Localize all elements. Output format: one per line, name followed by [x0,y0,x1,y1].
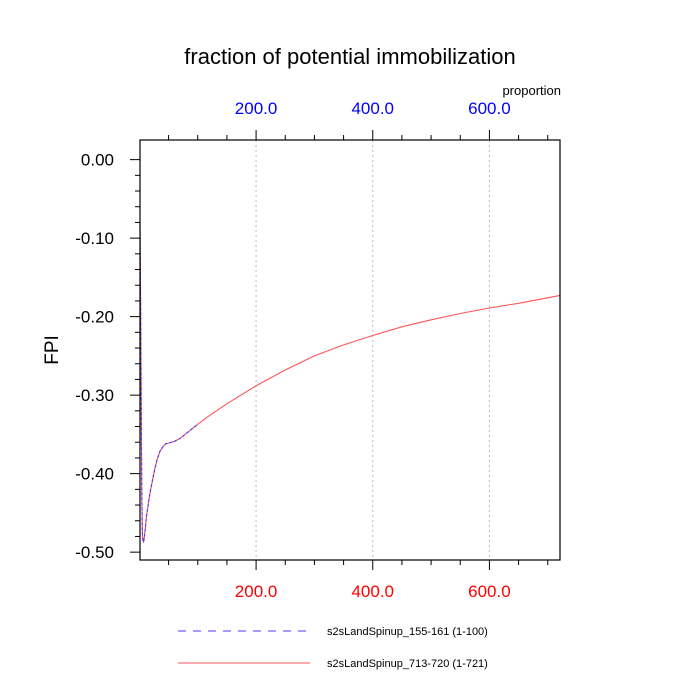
y-tick-label: 0.00 [81,151,114,170]
y-tick-label: -0.30 [75,386,114,405]
plot-frame [139,139,561,561]
x-tick-label-bottom: 600.0 [468,582,511,601]
x-tick-label-bottom: 400.0 [351,582,394,601]
legend-label: s2sLandSpinup_713-720 (1-721) [327,658,488,670]
y-tick-label: -0.20 [75,308,114,327]
top-axis-label: proportion [502,83,561,98]
series-line [139,222,561,544]
y-tick-label: -0.40 [75,465,114,484]
y-tick-label: -0.50 [75,543,114,562]
legend-label: s2sLandSpinup_155-161 (1-100) [327,626,488,638]
y-tick-label: -0.10 [75,229,114,248]
x-tick-label-top: 200.0 [235,99,278,118]
chart-title: fraction of potential immobilization [184,44,515,69]
y-axis-label: FPI [42,335,63,365]
tick-layer [130,130,549,570]
x-tick-label-bottom: 200.0 [235,582,278,601]
series-line [139,222,199,544]
x-tick-label-top: 400.0 [351,99,394,118]
grid-layer [255,140,490,560]
label-layer: 200.0 200.0 400.0 400.0 600.0 600.0 0.00 -0.10 -… [75,99,510,601]
series-layer [139,222,561,544]
legend: s2sLandSpinup_155-161 (1-100) s2sLandSpin… [178,626,488,670]
x-tick-label-top: 600.0 [468,99,511,118]
